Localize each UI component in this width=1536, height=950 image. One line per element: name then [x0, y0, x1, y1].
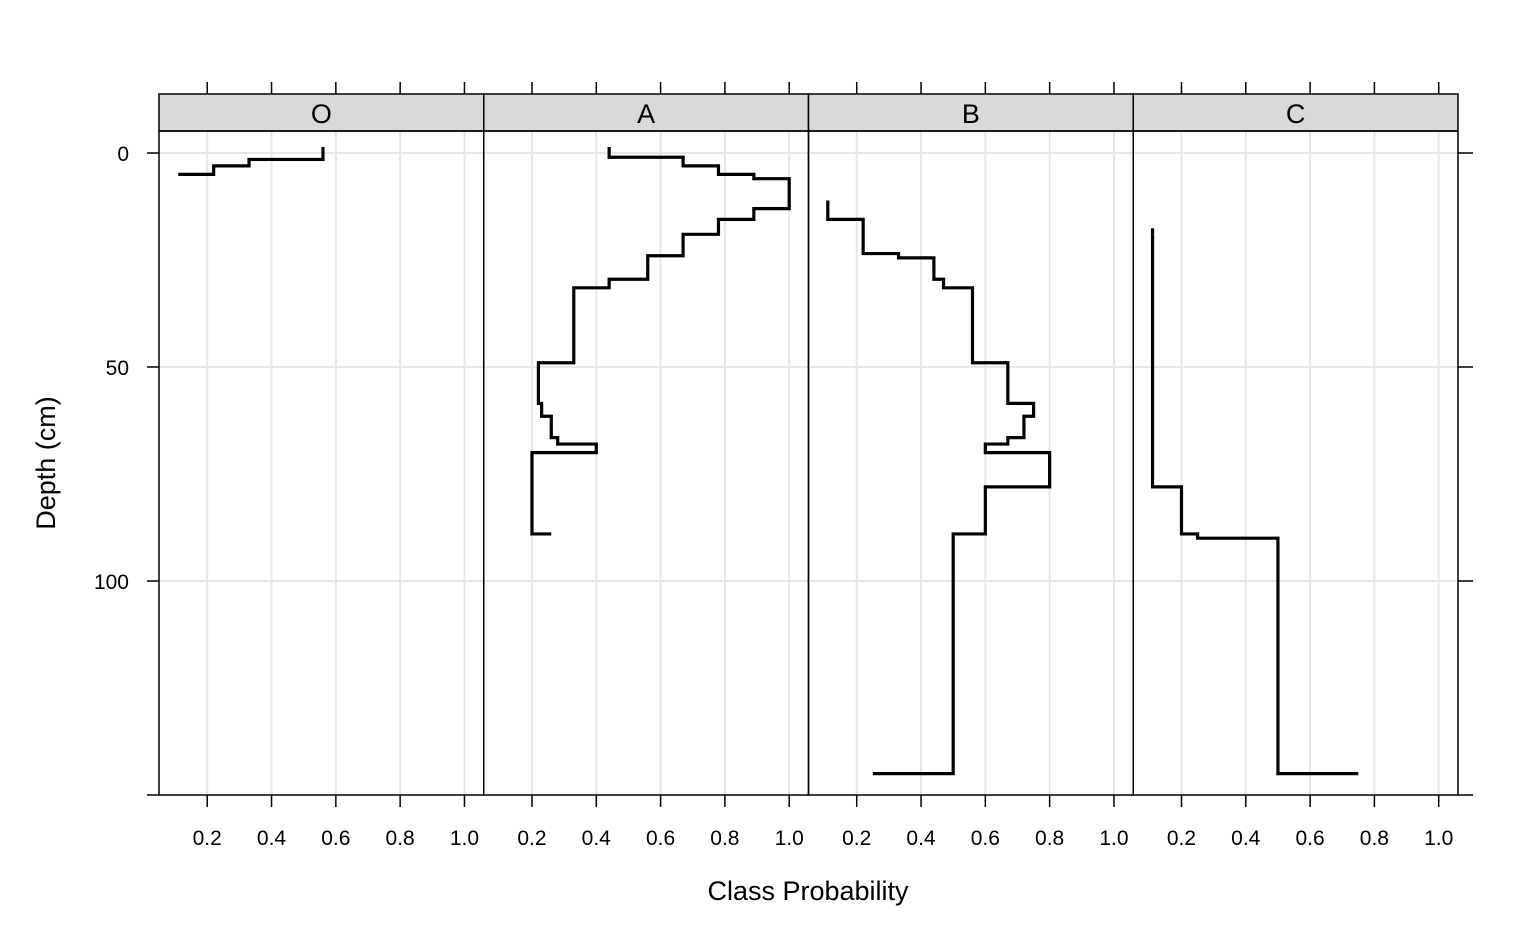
y-axis-right — [1458, 152, 1473, 796]
x-tick-label-O-0: 0.2 — [193, 827, 222, 850]
y-axis-title: Depth (cm) — [31, 396, 61, 530]
y-tick-label-1: 50 — [106, 357, 129, 380]
panel-A: A — [483, 93, 810, 796]
y-tick-label-0: 0 — [117, 143, 129, 166]
x-tick-label-B-3: 0.8 — [1035, 827, 1064, 850]
strip-A — [483, 93, 810, 132]
x-axis-title: Class Probability — [707, 876, 909, 906]
y-axis-left: 0 50 100 — [94, 143, 159, 796]
strip-label-C: C — [1286, 99, 1306, 129]
profile-line-B — [826, 206, 1052, 776]
panel-C: C — [1132, 93, 1459, 796]
x-tick-label-C-0: 0.2 — [1167, 827, 1196, 850]
x-tick-label-O-4: 1.0 — [450, 827, 479, 850]
strip-B — [807, 93, 1134, 132]
x-tick-label-B-1: 0.4 — [906, 827, 936, 850]
x-tick-label-B-2: 0.6 — [971, 827, 1000, 850]
x-tick-label-C-4: 1.0 — [1424, 827, 1453, 850]
profile-line-C — [1150, 234, 1359, 776]
x-tick-label-O-2: 0.6 — [321, 827, 350, 850]
x-tick-label-A-4: 1.0 — [775, 827, 804, 850]
strip-label-O: O — [311, 99, 332, 129]
x-tick-label-A-0: 0.2 — [517, 827, 546, 850]
strip-label-A: A — [637, 99, 655, 129]
profile-line-O — [178, 153, 325, 176]
x-tick-label-A-2: 0.6 — [646, 827, 675, 850]
x-axes: 0.2 0.4 0.6 0.8 1.0 0.2 0.4 0.6 0.8 1.0 0.2 0.4 0.6 0… — [193, 82, 1453, 850]
x-tick-label-B-0: 0.2 — [842, 827, 871, 850]
strip-C — [1132, 93, 1459, 132]
strip-label-B: B — [962, 99, 980, 129]
panel-O: O — [158, 93, 485, 796]
y-tick-label-2: 100 — [94, 571, 129, 594]
x-tick-label-O-1: 0.4 — [257, 827, 287, 850]
x-tick-label-A-3: 0.8 — [710, 827, 739, 850]
panel-B: B — [807, 93, 1134, 796]
x-tick-label-A-1: 0.4 — [582, 827, 612, 850]
x-tick-label-C-3: 0.8 — [1360, 827, 1389, 850]
strip-O — [158, 93, 485, 132]
x-tick-label-C-1: 0.4 — [1231, 827, 1261, 850]
x-tick-label-O-3: 0.8 — [386, 827, 415, 850]
panel-border-C — [1132, 130, 1459, 796]
x-tick-label-B-4: 1.0 — [1099, 827, 1128, 850]
x-tick-label-C-2: 0.6 — [1295, 827, 1324, 850]
profile-line-A — [530, 153, 791, 536]
